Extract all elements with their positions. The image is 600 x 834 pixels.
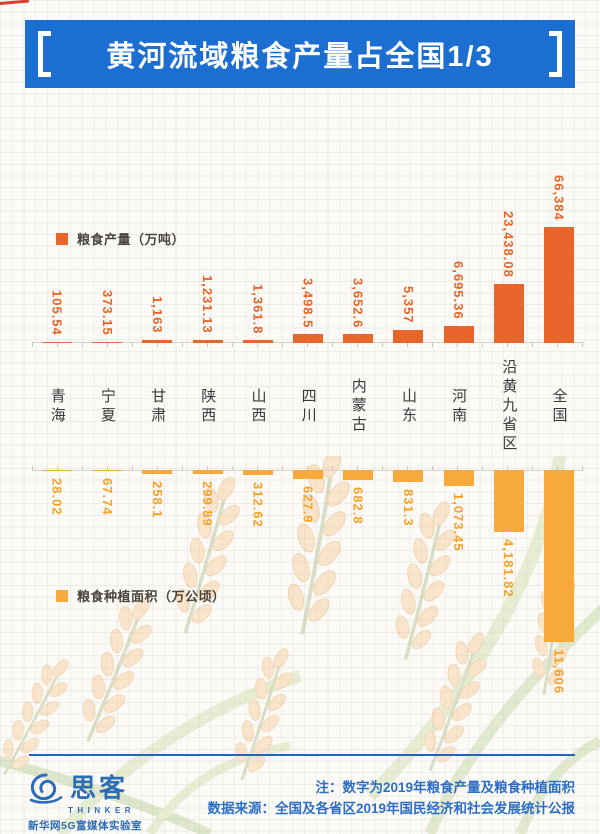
- production-value-label: 3,652.6: [350, 277, 366, 328]
- planting-area-value-label: 1,073.45: [451, 493, 467, 552]
- planting-area-value-label: 258.1: [149, 481, 165, 519]
- footnote-line2: 数据来源：全国及各省区2019年国民经济和社会发展统计公报: [207, 801, 575, 816]
- category-label: 宁夏: [98, 387, 116, 426]
- chart-column: 105.54 青海 28.02: [32, 175, 82, 720]
- chart-column: 1,361.8 山西 312.62: [233, 175, 283, 720]
- planting-area-value-label: 67.74: [99, 478, 115, 516]
- category-label: 河南: [450, 387, 468, 426]
- production-value-label: 1,163: [149, 296, 165, 334]
- thinker-logo: 思客 THINKER 新华网5G富媒体实验室: [28, 768, 142, 833]
- planting-area-value-label: 11,606: [551, 649, 567, 695]
- category-label: 全国: [550, 387, 568, 426]
- left-bracket-decoration: [38, 31, 51, 77]
- logo-wordmark: 思客: [70, 773, 129, 803]
- production-bar: [292, 334, 323, 343]
- production-bar: [543, 226, 574, 343]
- footnote-line1: 注：数字为2019年粮食产量及粮食种植面积: [315, 780, 575, 795]
- logo-organization: 新华网5G富媒体实验室: [28, 820, 143, 832]
- page-title: 黄河流域粮食产量占全国1/3: [106, 41, 494, 73]
- category-label: 甘肃: [149, 387, 167, 426]
- chart-column: 6,695.36 河南 1,073.45: [433, 175, 483, 720]
- chart-column: 1,231.13 陕西 299.89: [183, 175, 233, 720]
- corner-pen-mark: [0, 0, 30, 6]
- category-label: 四川: [299, 387, 317, 426]
- production-bar: [493, 284, 524, 343]
- production-value-label: 5,357: [400, 286, 416, 324]
- chart-column: 1,163 甘肃 258.1: [132, 175, 182, 720]
- planting-area-value-label: 4,181.82: [501, 539, 517, 598]
- legend-swatch-production: [56, 232, 68, 245]
- planting-area-value-label: 831.3: [400, 489, 416, 527]
- footnotes: 注：数字为2019年粮食产量及粮食种植面积 数据来源：全国及各省区2019年国民…: [207, 777, 575, 819]
- production-value-label: 1,361.8: [250, 283, 266, 334]
- production-bar: [42, 342, 73, 343]
- planting-area-bar: [142, 470, 173, 474]
- production-value-label: 3,498.5: [300, 277, 316, 328]
- chart-column: 3,498.5 四川 627.9: [283, 175, 333, 720]
- thinker-spiral-icon: [29, 773, 63, 804]
- chart-column: 3,652.6 内蒙古 682.8: [333, 175, 383, 720]
- right-bracket-decoration: [548, 31, 562, 77]
- production-value-label: 105.54: [49, 290, 65, 336]
- footer-divider: [29, 754, 575, 756]
- production-bar: [92, 342, 123, 343]
- chart-column: 5,357 山东 831.3: [383, 175, 433, 720]
- production-bar: [192, 340, 223, 343]
- planting-area-value-label: 682.8: [350, 487, 366, 525]
- planting-area-bar: [92, 470, 123, 471]
- category-label: 沿黄九省区: [500, 359, 518, 454]
- planting-area-value-label: 627.9: [300, 486, 316, 524]
- category-label: 陕西: [199, 387, 217, 426]
- planting-area-bar: [42, 470, 73, 471]
- production-bar: [142, 340, 173, 343]
- chart-column: 373.15 宁夏 67.74: [82, 175, 132, 720]
- production-value-label: 66,384: [551, 175, 567, 221]
- planting-area-bar: [543, 470, 574, 642]
- bar-chart: 105.54 青海 28.02 373.15 宁夏 67.74 1,163 甘肃 258.1 1,…: [32, 175, 584, 720]
- planting-area-value-label: 299.89: [200, 481, 216, 527]
- planting-area-bar: [393, 470, 424, 482]
- production-value-label: 23,438.08: [501, 211, 517, 278]
- production-bar: [242, 340, 273, 343]
- legend-production: 粮食产量（万吨）: [56, 229, 185, 248]
- production-value-label: 373.15: [99, 290, 115, 336]
- production-bar: [393, 330, 424, 343]
- planting-area-bar: [343, 470, 374, 480]
- chart-column: 66,384 全国 11,606: [534, 175, 584, 720]
- chart-column: 23,438.08 沿黄九省区 4,181.82: [484, 175, 534, 720]
- production-bar: [443, 326, 474, 343]
- legend-label-production: 粮食产量（万吨）: [77, 232, 186, 247]
- logo-latin-name: THINKER: [68, 806, 136, 815]
- planting-area-value-label: 28.02: [49, 478, 65, 516]
- planting-area-bar: [493, 470, 524, 532]
- category-label: 山东: [399, 387, 417, 426]
- category-label: 青海: [48, 387, 66, 426]
- production-value-label: 1,231.13: [200, 275, 216, 334]
- category-label: 山西: [249, 387, 267, 426]
- planting-area-value-label: 312.62: [250, 482, 266, 528]
- planting-area-bar: [242, 470, 273, 475]
- planting-area-bar: [292, 470, 323, 479]
- planting-area-bar: [192, 470, 223, 474]
- category-label: 内蒙古: [349, 378, 367, 435]
- planting-area-bar: [443, 470, 474, 486]
- upper-axis-ticks: [32, 343, 584, 347]
- title-banner: 黄河流域粮食产量占全国1/3: [25, 20, 575, 88]
- production-value-label: 6,695.36: [451, 261, 467, 320]
- production-bar: [343, 334, 374, 343]
